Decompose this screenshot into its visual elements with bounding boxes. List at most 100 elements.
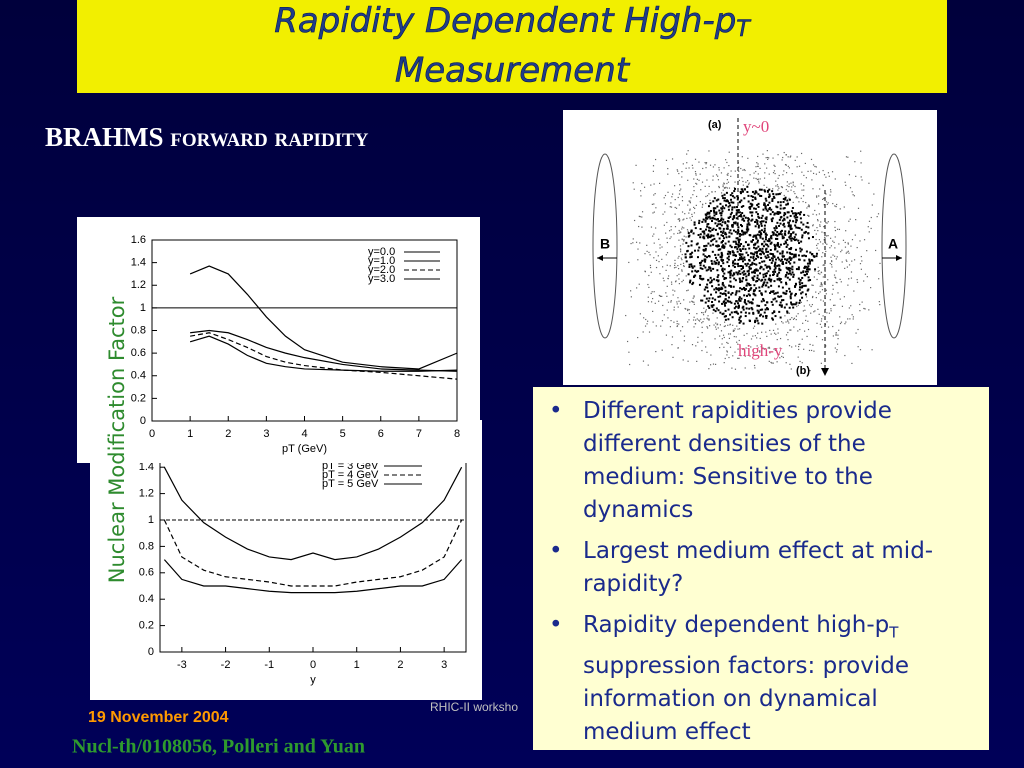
- particle: [635, 164, 637, 166]
- particle: [785, 303, 788, 306]
- particle: [764, 264, 767, 267]
- particle: [835, 333, 837, 335]
- particle: [704, 249, 707, 252]
- particle: [683, 240, 685, 242]
- particle: [686, 217, 688, 220]
- particle: [782, 174, 784, 176]
- particle: [720, 241, 723, 244]
- particle: [840, 251, 842, 253]
- particle: [738, 277, 741, 280]
- particle: [746, 332, 748, 335]
- particle: [795, 218, 798, 221]
- particle: [782, 197, 785, 200]
- particle: [761, 322, 764, 325]
- particle: [748, 267, 751, 270]
- particle: [732, 285, 735, 288]
- particle: [792, 273, 795, 276]
- particle: [773, 265, 776, 268]
- particle: [677, 267, 680, 270]
- particle: [699, 201, 701, 203]
- particle: [783, 292, 786, 295]
- particle: [688, 309, 690, 311]
- particle: [765, 216, 768, 219]
- particle: [815, 252, 818, 255]
- particle: [763, 177, 766, 179]
- particle: [762, 268, 765, 271]
- particle: [673, 309, 675, 311]
- panel-a-label: (a): [708, 119, 722, 131]
- particle: [836, 203, 838, 206]
- particle: [681, 226, 683, 228]
- particle: [681, 196, 683, 198]
- particle: [791, 253, 794, 256]
- particle: [736, 247, 739, 250]
- particle: [666, 264, 668, 266]
- particle: [820, 362, 822, 364]
- particle: [747, 183, 750, 185]
- particle: [744, 216, 747, 219]
- particle: [739, 253, 742, 256]
- particle: [772, 172, 775, 174]
- particle: [767, 286, 770, 289]
- particle: [711, 305, 714, 308]
- particle: [725, 191, 728, 194]
- particle: [856, 246, 858, 249]
- particle: [773, 243, 776, 246]
- particle: [826, 312, 828, 314]
- particle: [753, 325, 756, 327]
- particle: [834, 347, 836, 349]
- particle: [705, 297, 708, 300]
- particle: [718, 169, 720, 171]
- particle: [774, 297, 777, 300]
- particle: [696, 195, 698, 198]
- particle: [687, 309, 689, 312]
- particle: [705, 163, 707, 165]
- particle: [803, 265, 806, 268]
- particle: [868, 220, 871, 222]
- particle: [714, 207, 717, 210]
- particle: [788, 167, 790, 169]
- particle: [761, 251, 764, 254]
- particle: [691, 251, 694, 254]
- particle: [653, 291, 655, 293]
- particle: [754, 197, 757, 200]
- particle: [757, 193, 760, 196]
- particle: [754, 190, 757, 193]
- particle: [779, 357, 781, 359]
- particle: [728, 356, 730, 359]
- particle: [711, 297, 714, 300]
- particle: [708, 266, 711, 269]
- particle: [700, 189, 702, 191]
- particle: [704, 213, 707, 216]
- particle: [762, 315, 765, 318]
- particle: [738, 357, 740, 359]
- particle: [711, 301, 714, 304]
- particle: [790, 302, 793, 305]
- particle: [792, 275, 795, 278]
- particle: [678, 172, 680, 175]
- particle: [768, 206, 771, 209]
- particle: [724, 298, 727, 301]
- particle: [823, 226, 825, 228]
- particle: [661, 320, 664, 322]
- particle: [663, 314, 665, 316]
- particle: [786, 216, 789, 219]
- particle: [709, 217, 712, 220]
- particle: [781, 252, 784, 255]
- particle: [735, 212, 738, 215]
- particle: [641, 216, 643, 218]
- particle: [697, 249, 700, 252]
- particle: [738, 201, 741, 204]
- particle: [795, 268, 798, 271]
- particle: [676, 169, 678, 171]
- particle: [812, 224, 814, 226]
- particle: [681, 238, 683, 241]
- particle: [779, 337, 782, 340]
- particle: [651, 291, 653, 293]
- particle: [671, 158, 674, 160]
- particle: [776, 278, 779, 281]
- particle: [715, 211, 718, 214]
- particle: [721, 287, 724, 290]
- particle: [818, 313, 820, 315]
- particle: [821, 285, 823, 287]
